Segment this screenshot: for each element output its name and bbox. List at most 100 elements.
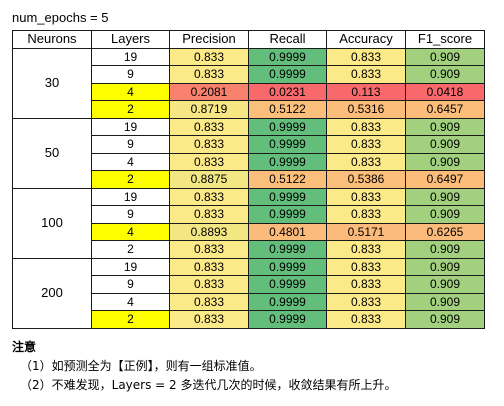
f1-score-cell: 0.909 [405, 47, 485, 66]
notes-title: 注意 [12, 340, 37, 354]
layers-cell: 4 [91, 152, 170, 171]
table-row: 2 0.8875 0.5122 0.5386 0.6497 [13, 170, 485, 189]
f1-score-cell: 0.909 [405, 152, 485, 171]
accuracy-cell: 0.113 [326, 82, 406, 101]
table-row: 9 0.833 0.9999 0.833 0.909 [13, 275, 485, 294]
table-row: 50 19 0.833 0.9999 0.833 0.909 [12, 117, 485, 189]
recall-cell: 0.9999 [248, 205, 327, 224]
precision-cell: 0.2081 [169, 82, 249, 101]
table-row: 100 19 0.833 0.9999 0.833 0.909 [12, 187, 485, 259]
accuracy-cell: 0.5386 [326, 170, 406, 189]
table-row: 9 0.833 0.9999 0.833 0.909 [13, 135, 485, 154]
table-row: 9 0.833 0.9999 0.833 0.909 [13, 205, 485, 224]
f1-score-cell: 0.909 [405, 240, 485, 259]
precision-cell: 0.833 [169, 275, 249, 294]
precision-cell: 0.833 [169, 205, 249, 224]
header-neurons: Neurons [12, 30, 92, 49]
recall-cell: 0.5122 [248, 170, 327, 189]
neurons-cell: 50 [12, 117, 92, 189]
table-caption: num_epochs = 5 [12, 10, 109, 25]
accuracy-cell: 0.5171 [326, 222, 406, 241]
layers-cell: 2 [91, 240, 170, 259]
layers-cell: 19 [91, 117, 170, 136]
accuracy-cell: 0.833 [326, 205, 406, 224]
layers-cell: 9 [91, 275, 170, 294]
f1-score-cell: 0.909 [405, 310, 485, 329]
neurons-cell: 200 [12, 257, 92, 329]
precision-cell: 0.833 [169, 257, 249, 276]
header-layers: Layers [91, 30, 170, 49]
accuracy-cell: 0.833 [326, 240, 406, 259]
precision-cell: 0.8893 [169, 222, 249, 241]
layers-cell: 19 [91, 47, 170, 66]
recall-cell: 0.9999 [248, 117, 327, 136]
recall-cell: 0.9999 [248, 240, 327, 259]
recall-cell: 0.9999 [248, 47, 327, 66]
table-body: 30 19 0.833 0.9999 0.833 0.909 9 0.833 0.9999 0.8… [12, 47, 485, 329]
table-row: 4 0.833 0.9999 0.833 0.909 [13, 152, 485, 171]
f1-score-cell: 0.6457 [405, 100, 485, 119]
results-table: Neurons Layers Precision Recall Accuracy… [12, 30, 485, 329]
accuracy-cell: 0.833 [326, 292, 406, 311]
layers-cell: 9 [91, 135, 170, 154]
precision-cell: 0.833 [169, 47, 249, 66]
precision-cell: 0.833 [169, 187, 249, 206]
recall-cell: 0.9999 [248, 257, 327, 276]
table-row: 4 0.833 0.9999 0.833 0.909 [13, 292, 485, 311]
layers-cell: 2 [91, 170, 170, 189]
accuracy-cell: 0.833 [326, 135, 406, 154]
header-f1-score: F1_score [405, 30, 485, 49]
header-precision: Precision [169, 30, 249, 49]
f1-score-cell: 0.909 [405, 65, 485, 84]
note-item-2: （2）不难发现，Layers = 2 多迭代几次的时候，收敛结果有所上升。 [20, 378, 397, 392]
recall-cell: 0.9999 [248, 310, 327, 329]
precision-cell: 0.833 [169, 135, 249, 154]
f1-score-cell: 0.909 [405, 205, 485, 224]
precision-cell: 0.833 [169, 292, 249, 311]
layers-cell: 2 [91, 310, 170, 329]
header-row: Neurons Layers Precision Recall Accuracy… [12, 30, 485, 49]
layers-cell: 9 [91, 65, 170, 84]
precision-cell: 0.833 [169, 152, 249, 171]
f1-score-cell: 0.909 [405, 187, 485, 206]
note-item-1: （1）如预测全为【正例】，则有一组标准值。 [20, 359, 262, 373]
notes: 注意 （1）如预测全为【正例】，则有一组标准值。 （2）不难发现，Layers … [12, 338, 396, 395]
recall-cell: 0.9999 [248, 187, 327, 206]
precision-cell: 0.8719 [169, 100, 249, 119]
precision-cell: 0.8875 [169, 170, 249, 189]
layers-cell: 4 [91, 82, 170, 101]
accuracy-cell: 0.833 [326, 310, 406, 329]
accuracy-cell: 0.833 [326, 47, 406, 66]
neurons-cell: 100 [12, 187, 92, 259]
accuracy-cell: 0.833 [326, 65, 406, 84]
precision-cell: 0.833 [169, 65, 249, 84]
recall-cell: 0.9999 [248, 152, 327, 171]
header-accuracy: Accuracy [326, 30, 406, 49]
accuracy-cell: 0.5316 [326, 100, 406, 119]
accuracy-cell: 0.833 [326, 275, 406, 294]
f1-score-cell: 0.909 [405, 292, 485, 311]
table-row: 2 0.833 0.9999 0.833 0.909 [13, 240, 485, 259]
accuracy-cell: 0.833 [326, 152, 406, 171]
recall-cell: 0.4801 [248, 222, 327, 241]
layers-cell: 2 [91, 100, 170, 119]
f1-score-cell: 0.0418 [405, 82, 485, 101]
recall-cell: 0.9999 [248, 135, 327, 154]
recall-cell: 0.0231 [248, 82, 327, 101]
precision-cell: 0.833 [169, 310, 249, 329]
table-row: 200 19 0.833 0.9999 0.833 0.909 [12, 257, 485, 329]
layers-cell: 9 [91, 205, 170, 224]
recall-cell: 0.9999 [248, 65, 327, 84]
accuracy-cell: 0.833 [326, 187, 406, 206]
table-row: 30 19 0.833 0.9999 0.833 0.909 [12, 47, 485, 119]
accuracy-cell: 0.833 [326, 257, 406, 276]
layers-cell: 19 [91, 187, 170, 206]
layers-cell: 19 [91, 257, 170, 276]
accuracy-cell: 0.833 [326, 117, 406, 136]
layers-cell: 4 [91, 292, 170, 311]
f1-score-cell: 0.6265 [405, 222, 485, 241]
f1-score-cell: 0.909 [405, 135, 485, 154]
neurons-cell: 30 [12, 47, 92, 119]
f1-score-cell: 0.6497 [405, 170, 485, 189]
